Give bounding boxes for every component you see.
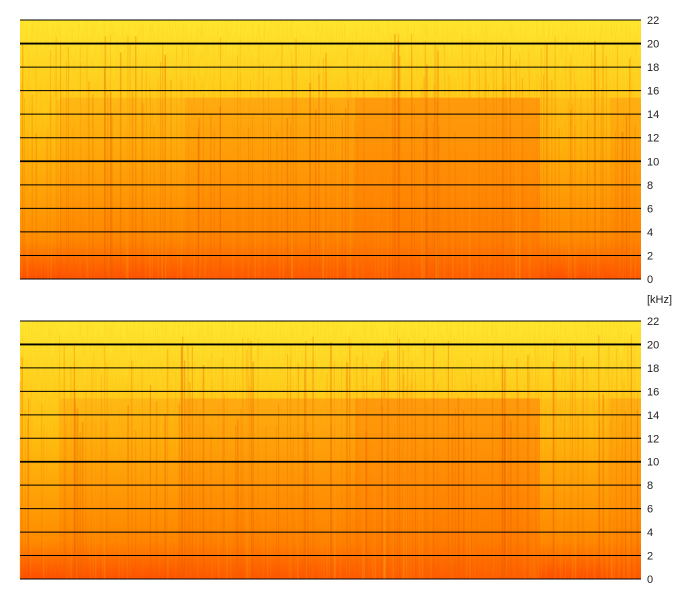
y-tick-label: 0 — [647, 274, 653, 286]
y-tick-label: 14 — [647, 410, 659, 422]
y-tick-label: 4 — [647, 527, 653, 539]
y-tick-label: 10 — [647, 457, 659, 469]
y-tick-label: 18 — [647, 62, 659, 74]
y-tick-label: 16 — [647, 86, 659, 98]
spectrogram-panel-top: 0 2 4 6 8 10 12 14 16 18 20 22 — [20, 15, 659, 286]
y-tick-label: 18 — [647, 363, 659, 375]
y-tick-label: 4 — [647, 227, 653, 239]
y-tick-label: 20 — [647, 39, 659, 51]
y-tick-label: 12 — [647, 133, 659, 145]
y-tick-label: 2 — [647, 250, 653, 262]
y-tick-label: 22 — [647, 316, 659, 328]
y-tick-label: 22 — [647, 15, 659, 27]
y-tick-label: 20 — [647, 339, 659, 351]
y-tick-label: 12 — [647, 433, 659, 445]
y-tick-label: 0 — [647, 574, 653, 586]
spectrogram-grain — [20, 321, 641, 579]
y-tick-label: 10 — [647, 156, 659, 168]
y-tick-label: 6 — [647, 504, 653, 516]
spectrogram-grain — [20, 20, 641, 279]
y-tick-label: 2 — [647, 551, 653, 563]
y-tick-label: 8 — [647, 180, 653, 192]
y-tick-label: 14 — [647, 109, 659, 121]
y-tick-label: 6 — [647, 203, 653, 215]
y-tick-label: 8 — [647, 480, 653, 492]
spectrogram-panel-bottom: 0 2 4 6 8 10 12 14 16 18 20 22 — [19, 316, 659, 586]
frequency-unit-label: [kHz] — [647, 294, 672, 306]
y-tick-label: 16 — [647, 386, 659, 398]
